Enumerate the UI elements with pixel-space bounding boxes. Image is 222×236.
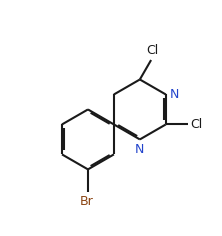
Text: Br: Br	[80, 195, 94, 208]
Text: Cl: Cl	[146, 44, 158, 57]
Text: N: N	[135, 143, 145, 156]
Text: Cl: Cl	[190, 118, 202, 131]
Text: N: N	[170, 88, 179, 101]
